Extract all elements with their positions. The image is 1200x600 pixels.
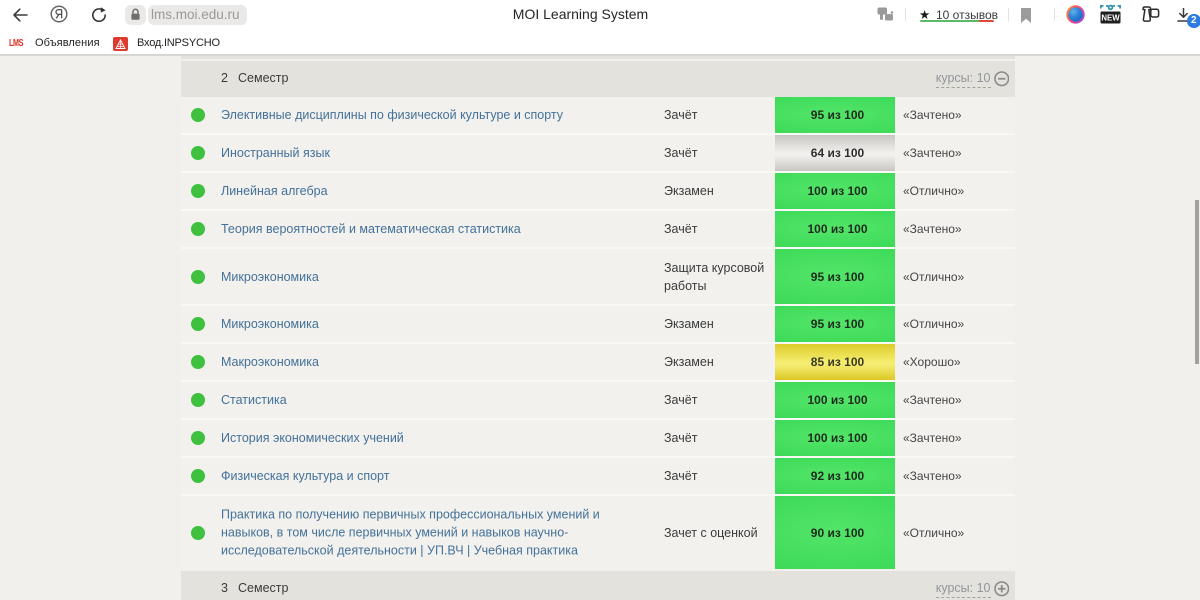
svg-text:NEW: NEW: [1101, 14, 1120, 23]
